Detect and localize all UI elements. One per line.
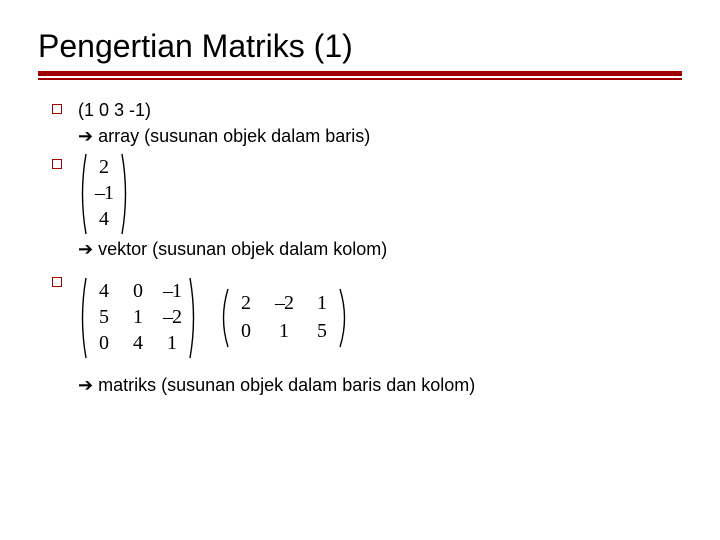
- matrix-b: 2 –2 1 0 1 5: [218, 288, 350, 348]
- mat-cell: 0: [133, 280, 143, 303]
- matrix-a-cells: 4 0 –1 5 1 –2 0 4 1: [88, 277, 188, 359]
- mat-cell: –2: [163, 306, 181, 329]
- bullet-item-1: (1 0 3 -1): [52, 98, 682, 122]
- mat-cell: 1: [317, 292, 327, 315]
- bullet-1-line2: ➔ array (susunan objek dalam baris): [78, 124, 682, 148]
- mat-cell: –2: [275, 292, 293, 315]
- mat-cell: 4: [133, 332, 143, 355]
- matrix-a: 4 0 –1 5 1 –2 0 4 1: [78, 277, 198, 359]
- mat-cell: 5: [317, 320, 327, 343]
- bullet-icon: [52, 104, 62, 114]
- paren-left-icon: [218, 288, 230, 348]
- mat-cell: –1: [163, 280, 181, 303]
- paren-right-icon: [338, 288, 350, 348]
- slide: Pengertian Matriks (1) (1 0 3 -1) ➔ arra…: [0, 0, 720, 417]
- mat-cell: 2: [241, 292, 251, 315]
- underline-thin: [38, 78, 682, 80]
- vec-cell: –1: [95, 182, 113, 205]
- vec-cell: 4: [99, 208, 109, 231]
- bullet-item-2: 2 –1 4: [52, 153, 682, 235]
- mat-cell: 4: [99, 280, 109, 303]
- paren-right-icon: [188, 277, 198, 359]
- mat-cell: 0: [241, 320, 251, 343]
- bullet-3-body: 4 0 –1 5 1 –2 0 4 1: [78, 271, 350, 359]
- bullet-icon: [52, 159, 62, 169]
- paren-left-icon: [78, 277, 88, 359]
- bullet-2-after: ➔ vektor (susunan objek dalam kolom): [78, 237, 682, 261]
- bullet-icon: [52, 277, 62, 287]
- bullet-1-line1: (1 0 3 -1): [78, 98, 151, 122]
- bullet-3-after: ➔ matriks (susunan objek dalam baris dan…: [78, 373, 682, 397]
- mat-cell: 0: [99, 332, 109, 355]
- title-underline: [38, 71, 682, 80]
- vec-cell: 2: [99, 156, 109, 179]
- mat-cell: 1: [133, 306, 143, 329]
- slide-title: Pengertian Matriks (1): [38, 28, 682, 65]
- mat-cell: 5: [99, 306, 109, 329]
- mat-cell: 1: [167, 332, 177, 355]
- column-vector: 2 –1 4: [78, 153, 130, 235]
- paren-left-icon: [78, 153, 88, 235]
- matrix-row: 4 0 –1 5 1 –2 0 4 1: [78, 277, 350, 359]
- matrix-b-cells: 2 –2 1 0 1 5: [230, 288, 338, 348]
- bullet-2-body: 2 –1 4: [78, 153, 130, 235]
- vector-cells: 2 –1 4: [88, 153, 120, 235]
- bullet-item-3: 4 0 –1 5 1 –2 0 4 1: [52, 271, 682, 359]
- slide-content: (1 0 3 -1) ➔ array (susunan objek dalam …: [38, 98, 682, 397]
- paren-right-icon: [120, 153, 130, 235]
- mat-cell: 1: [279, 320, 289, 343]
